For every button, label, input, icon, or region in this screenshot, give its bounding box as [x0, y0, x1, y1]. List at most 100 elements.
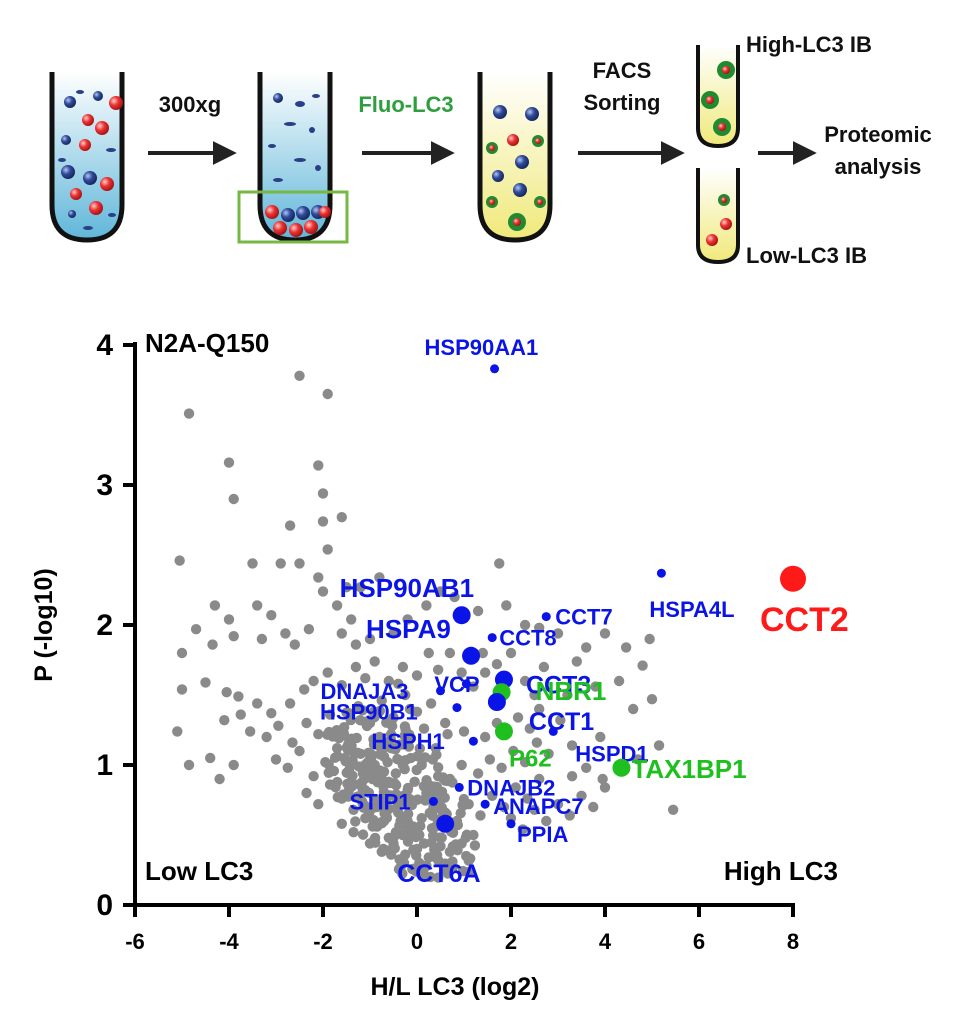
- protein-point: [519, 757, 531, 768]
- protein-point: [223, 614, 235, 625]
- point-dnaja3: [436, 686, 445, 696]
- protein-point: [228, 493, 239, 505]
- protein-point: [266, 708, 277, 719]
- protein-point: [458, 726, 470, 737]
- protein-point: [352, 747, 363, 759]
- protein-point: [597, 773, 608, 785]
- protein-point: [494, 558, 505, 569]
- protein-point: [522, 793, 533, 804]
- protein-point: [183, 408, 195, 419]
- label-cct1: CCT1: [529, 708, 594, 736]
- protein-point: [477, 647, 488, 659]
- protein-point: [472, 605, 484, 617]
- protein-point: [667, 804, 679, 815]
- protein-point: [366, 749, 378, 761]
- protein-point: [538, 661, 550, 673]
- protein-point: [519, 619, 531, 631]
- y-tick-label: 4: [96, 329, 113, 362]
- protein-point: [452, 844, 463, 856]
- protein-point: [357, 829, 369, 840]
- protein-point: [348, 804, 359, 815]
- protein-point: [331, 600, 343, 611]
- protein-point: [247, 558, 258, 569]
- protein-point: [341, 582, 352, 593]
- x-tick-label: 2: [505, 929, 517, 954]
- background-points: [172, 370, 679, 883]
- protein-point: [327, 731, 338, 742]
- protein-point: [407, 863, 418, 875]
- point-hsp90ab1: [452, 606, 471, 625]
- protein-point: [427, 810, 438, 821]
- protein-point: [400, 689, 411, 701]
- protein-point: [340, 756, 351, 767]
- label-hsp90aa1: HSP90AA1: [425, 335, 539, 360]
- protein-point: [646, 694, 658, 705]
- tube-2-debris: [268, 93, 321, 182]
- protein-point: [411, 764, 422, 776]
- protein-point: [284, 698, 296, 709]
- x-axis-title: H/L LC3 (log2): [371, 973, 540, 1001]
- label-hsp90b1: HSP90B1: [320, 700, 418, 725]
- protein-point: [324, 709, 336, 720]
- protein-point: [287, 737, 298, 748]
- protein-point: [475, 810, 486, 821]
- protein-point: [358, 773, 370, 785]
- result-label-line2: analysis: [835, 154, 922, 179]
- protein-point: [343, 739, 354, 750]
- protein-point: [491, 659, 503, 670]
- point-hspa4l: [656, 568, 666, 578]
- label-p62: P62: [509, 745, 552, 772]
- protein-point: [351, 732, 362, 744]
- protein-point: [308, 771, 319, 782]
- protein-point: [256, 633, 268, 645]
- protein-point: [336, 628, 347, 639]
- point-cct6a: [436, 814, 455, 833]
- protein-point: [425, 698, 437, 709]
- protein-point: [364, 633, 376, 645]
- protein-point: [368, 834, 380, 846]
- protein-point: [332, 776, 343, 788]
- protein-point: [487, 790, 498, 801]
- protein-point: [345, 714, 357, 726]
- protein-point: [390, 768, 402, 779]
- protein-point: [644, 633, 655, 645]
- protein-point: [228, 759, 239, 771]
- y-axis-title: P (-log10): [30, 568, 58, 681]
- protein-point: [275, 558, 286, 569]
- protein-point: [399, 721, 411, 732]
- point-vcp: [461, 679, 471, 689]
- protein-point: [294, 745, 305, 757]
- step-3-label-line2: Sorting: [584, 90, 661, 115]
- protein-point: [469, 840, 481, 851]
- protein-point: [322, 667, 333, 678]
- protein-point: [599, 628, 611, 639]
- x-tick-label: -4: [219, 929, 239, 954]
- protein-point: [438, 773, 449, 784]
- protein-point: [387, 713, 399, 724]
- protein-point: [541, 815, 552, 827]
- x-tick-label: -6: [125, 929, 145, 954]
- protein-point: [329, 752, 341, 763]
- point-hspa9: [462, 646, 481, 665]
- protein-point: [484, 754, 496, 765]
- protein-point: [200, 677, 211, 688]
- protein-point: [517, 824, 528, 835]
- protein-point: [519, 675, 531, 687]
- protein-point: [393, 678, 404, 689]
- protein-point: [397, 816, 408, 828]
- protein-point: [357, 784, 368, 795]
- protein-point: [350, 639, 362, 650]
- protein-point: [440, 717, 451, 729]
- protein-point: [383, 675, 394, 687]
- protein-point: [529, 689, 540, 701]
- protein-point: [566, 771, 578, 782]
- protein-point: [221, 687, 232, 698]
- protein-point: [472, 768, 484, 779]
- protein-point: [378, 786, 390, 798]
- protein-point: [423, 647, 434, 659]
- point-cct1: [487, 693, 506, 711]
- protein-point: [440, 865, 452, 876]
- protein-point: [410, 831, 422, 843]
- protein-point: [360, 673, 371, 684]
